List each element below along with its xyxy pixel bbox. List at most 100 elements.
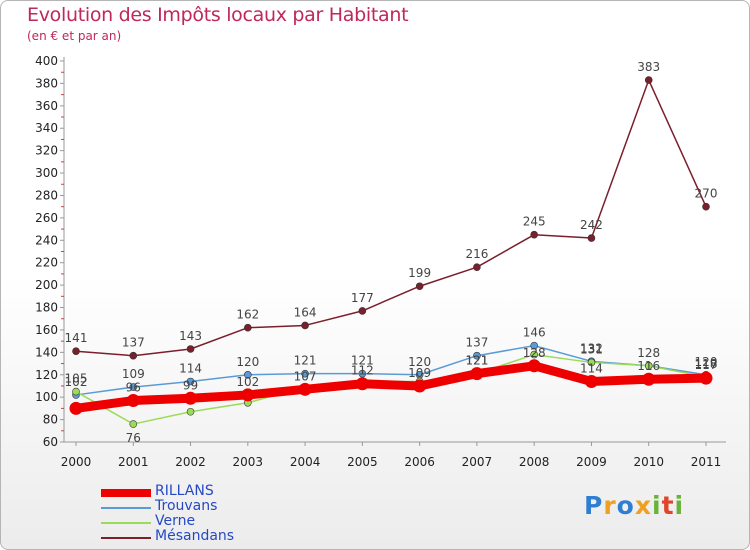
x-tick-label: 2007	[462, 455, 493, 469]
data-point-msandans	[72, 347, 80, 356]
data-label-verne: 121	[465, 354, 488, 368]
y-tick-label: 120	[35, 368, 58, 382]
data-label-rillans: 107	[294, 369, 317, 383]
data-label-trouvans: 132	[580, 341, 603, 355]
data-label-verne: 76	[126, 431, 141, 445]
data-label-rillans: 114	[580, 361, 603, 375]
data-point-rillans	[699, 371, 713, 385]
y-tick-label: 260	[35, 211, 58, 225]
logo-letter: r	[603, 491, 617, 520]
data-label-msandans: 164	[294, 305, 317, 319]
y-tick-label: 60	[43, 435, 58, 449]
x-tick-label: 2008	[519, 455, 550, 469]
data-label-msandans: 216	[465, 247, 488, 261]
y-tick-label: 180	[35, 301, 58, 315]
legend-label-trouvans: Trouvans	[155, 498, 218, 514]
x-tick-label: 2006	[404, 455, 435, 469]
chart-title: Evolution des Impôts locaux par Habitant	[27, 4, 409, 26]
y-tick-label: 300	[35, 166, 58, 180]
data-point-msandans	[415, 282, 424, 291]
data-label-rillans: 102	[236, 375, 259, 389]
data-point-trouvans	[358, 369, 367, 378]
data-point-trouvans	[186, 377, 195, 386]
data-label-trouvans: 114	[179, 361, 202, 375]
data-point-verne	[72, 387, 80, 396]
data-label-rillans: 112	[351, 364, 374, 378]
data-label-trouvans: 121	[351, 354, 374, 368]
data-point-rillans	[298, 382, 312, 396]
data-point-rillans	[69, 401, 83, 415]
data-label-trouvans: 109	[122, 367, 145, 381]
legend-label-mesandans: Mésandans	[155, 528, 235, 544]
x-tick-label: 2010	[633, 455, 664, 469]
data-point-verne	[530, 350, 538, 359]
chart-subtitle: (en € et par an)	[27, 29, 122, 43]
y-tick-label: 380	[35, 76, 58, 90]
series-line-rillans	[71, 361, 711, 413]
legend-swatch-rillans	[101, 489, 151, 497]
data-label-rillans: 117	[695, 358, 718, 372]
data-point-rillans	[355, 377, 369, 391]
data-point-msandans	[530, 230, 538, 239]
data-label-rillans: 128	[523, 346, 546, 360]
data-label-msandans: 177	[351, 291, 374, 305]
logo-letter: P	[584, 491, 604, 520]
data-label-msandans: 270	[695, 187, 718, 201]
data-point-rillans	[642, 372, 656, 386]
data-point-rillans	[126, 394, 140, 408]
x-tick-label: 2011	[691, 455, 722, 469]
data-label-trouvans: 121	[294, 354, 317, 368]
y-tick-label: 160	[35, 323, 58, 337]
data-point-trouvans	[473, 351, 481, 360]
x-tick-label: 2003	[233, 455, 264, 469]
data-point-verne	[587, 358, 596, 367]
logo-letter: t	[661, 491, 675, 520]
data-point-msandans	[129, 351, 138, 360]
y-tick-label: 280	[35, 188, 58, 202]
data-label-verne: 118	[695, 357, 718, 371]
data-label-rillans: 99	[183, 378, 198, 392]
data-label-msandans: 143	[179, 329, 202, 343]
data-label-trouvans: 120	[695, 355, 718, 369]
data-point-trouvans	[301, 369, 309, 378]
data-label-verne: 105	[65, 372, 88, 386]
data-label-trouvans: 137	[465, 336, 488, 350]
y-tick-label: 240	[35, 233, 58, 247]
data-point-rillans	[241, 388, 255, 402]
y-tick-label: 400	[35, 54, 58, 68]
data-point-msandans	[644, 76, 653, 84]
data-label-verne: 131	[580, 342, 603, 356]
proxiti-logo: Proxiti	[584, 491, 684, 520]
x-tick-label: 2000	[61, 455, 92, 469]
legend-swatch-mesandans	[101, 537, 151, 539]
data-point-msandans	[473, 263, 481, 271]
data-label-msandans: 245	[523, 215, 546, 229]
data-point-rillans	[470, 367, 484, 381]
data-label-rillans: 121	[465, 354, 488, 368]
data-label-trouvans: 120	[408, 355, 431, 369]
data-label-trouvans: 146	[523, 326, 546, 340]
data-label-msandans: 242	[580, 218, 603, 232]
data-label-trouvans: 128	[637, 346, 660, 360]
data-label-rillans: 116	[637, 359, 660, 373]
logo-letter: o	[616, 491, 635, 520]
data-point-verne	[644, 361, 653, 370]
data-point-rillans	[584, 374, 598, 388]
series-line-trouvans	[75, 344, 707, 396]
data-point-verne	[129, 420, 138, 428]
data-label-msandans: 383	[637, 60, 660, 74]
data-label-msandans: 199	[408, 266, 431, 280]
x-tick-label: 2002	[175, 455, 206, 469]
logo-letter: i	[674, 491, 685, 520]
data-label-rillans: 109	[408, 366, 431, 380]
data-point-msandans	[587, 234, 596, 242]
data-point-verne	[186, 407, 195, 416]
data-point-msandans	[301, 321, 309, 330]
series-line-msandans	[75, 79, 707, 357]
data-point-msandans	[702, 202, 710, 211]
data-point-msandans	[358, 307, 367, 315]
data-point-msandans	[186, 345, 195, 353]
data-point-rillans	[413, 379, 427, 393]
